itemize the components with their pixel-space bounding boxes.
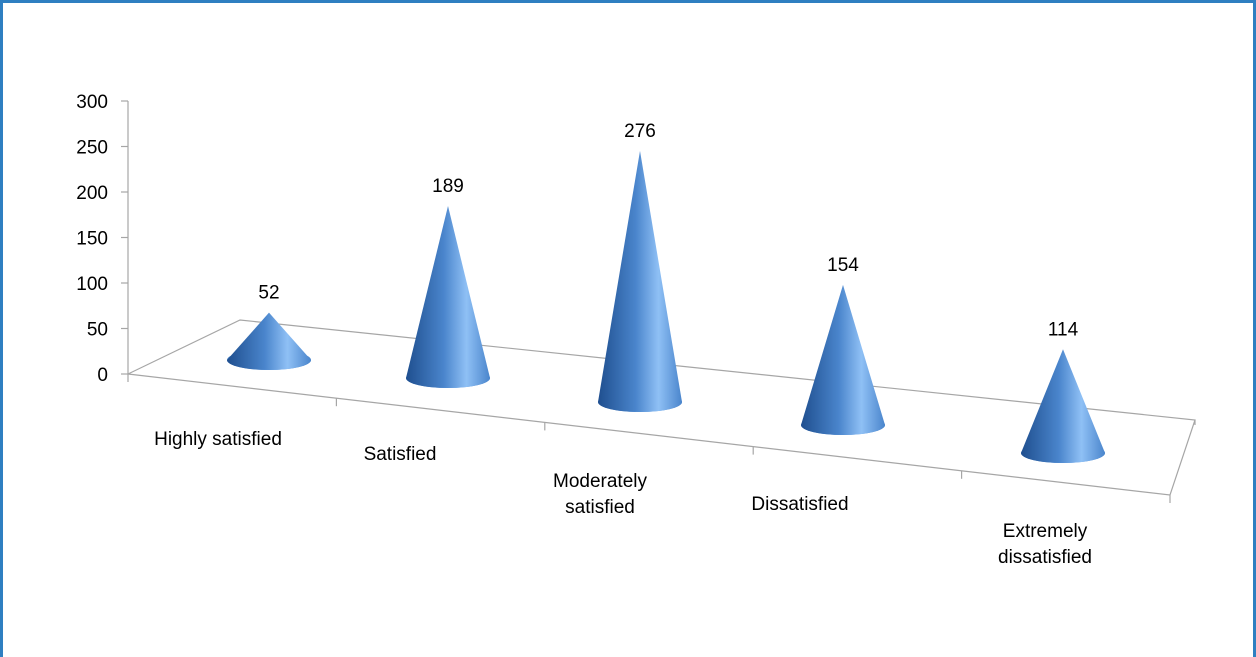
x-axis [127,374,1171,503]
category-label-line: Extremely [1003,521,1088,542]
y-tick-label: 150 [76,229,108,250]
category-label-2: Moderately satisfied [553,471,647,518]
category-labels: Highly satisfied Satisfied Moderately satis… [154,429,1092,568]
y-tick-label: 0 [97,365,108,386]
chart-floor [125,319,1196,496]
y-tick-label: 50 [87,320,108,341]
data-label-2: 276 [624,121,656,142]
data-label-3: 154 [827,255,859,276]
data-label-1: 189 [432,176,464,197]
cone-series [227,150,1105,463]
category-label-line: Satisfied [364,444,437,465]
cone-1 [406,206,490,388]
y-tick-label: 250 [76,138,108,159]
cone-4 [1021,349,1105,463]
cone-0 [227,312,311,370]
category-label-line: Moderately [553,471,647,492]
y-tick-label: 200 [76,183,108,204]
cone-body [227,312,311,370]
cone-body [598,150,682,412]
cone-body [406,206,490,388]
category-label-line: Highly satisfied [154,429,282,450]
data-label-0: 52 [258,283,279,304]
category-label-1: Satisfied [364,444,437,465]
category-label-4: Extremely dissatisfied [998,521,1092,568]
y-axis: 0 50 100 150 200 250 300 [76,92,129,386]
category-label-line: dissatisfied [998,547,1092,568]
data-label-4: 114 [1048,319,1079,340]
y-tick-label: 100 [76,274,108,295]
cone-3 [801,284,885,435]
category-label-line: satisfied [565,497,635,518]
cone-2 [598,150,682,412]
cone-body [801,284,885,435]
category-label-3: Dissatisfied [751,494,848,515]
y-tick-label: 300 [76,92,108,113]
category-label-line: Dissatisfied [751,494,848,515]
data-labels: 52 189 276 154 114 [258,121,1078,340]
cone-body [1021,349,1105,463]
category-label-0: Highly satisfied [154,429,282,450]
